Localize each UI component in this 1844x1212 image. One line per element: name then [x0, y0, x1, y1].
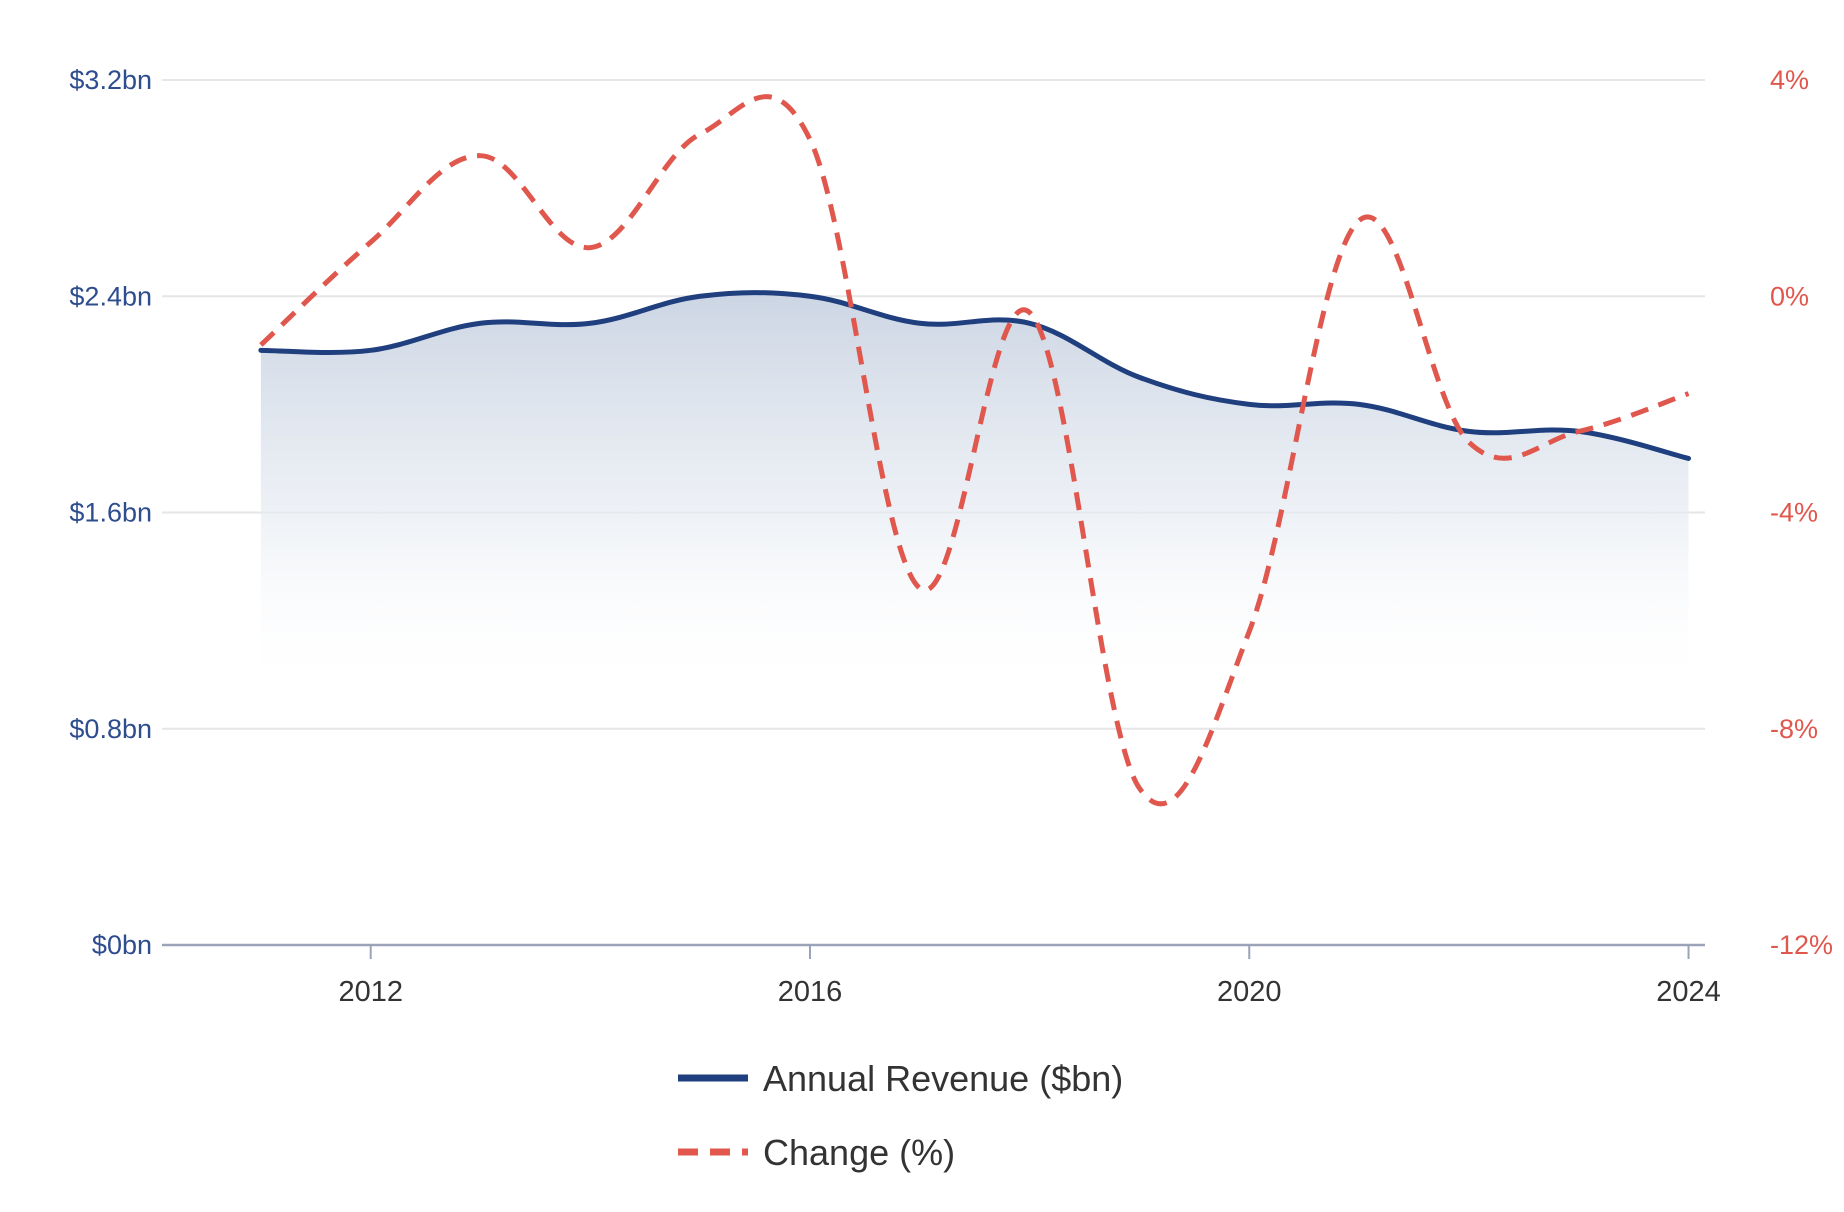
- revenue-point: [807, 293, 813, 299]
- left-axis-tick-label: $3.2bn: [69, 65, 152, 95]
- legend-label: Change (%): [763, 1132, 955, 1173]
- revenue-point: [1466, 428, 1472, 434]
- legend: Annual Revenue ($bn) Change (%): [678, 1058, 1123, 1173]
- change-point: [1466, 439, 1472, 445]
- change-point: [917, 585, 923, 591]
- right-axis-tick-label: -4%: [1770, 498, 1818, 528]
- left-axis-tick-label: $1.6bn: [69, 498, 152, 528]
- revenue-point: [917, 320, 923, 326]
- revenue-point: [1136, 374, 1142, 380]
- change-point: [1136, 785, 1142, 791]
- x-axis: 2012 2016 2020 2024: [338, 945, 1721, 1008]
- revenue-point: [587, 320, 593, 326]
- change-point: [587, 245, 593, 251]
- right-axis-tick-label: 4%: [1770, 65, 1809, 95]
- right-axis-tick-label: 0%: [1770, 281, 1809, 311]
- revenue-point: [1027, 320, 1033, 326]
- x-axis-tick-label: 2016: [778, 976, 843, 1008]
- annual-revenue-line: [258, 290, 1692, 461]
- revenue-point: [478, 320, 484, 326]
- change-point: [1027, 309, 1033, 315]
- legend-label: Annual Revenue ($bn): [763, 1058, 1123, 1099]
- right-axis-tick-label: -12%: [1770, 930, 1833, 960]
- change-point: [1686, 391, 1692, 397]
- x-axis-tick-label: 2012: [338, 976, 403, 1008]
- change-point: [1356, 218, 1362, 224]
- series-lines: [258, 94, 1692, 807]
- x-axis-tick-label: 2020: [1217, 976, 1282, 1008]
- change-point: [1576, 428, 1582, 434]
- change-point: [1246, 628, 1252, 634]
- change-point: [807, 136, 813, 142]
- left-axis-tick-label: $0.8bn: [69, 714, 152, 744]
- left-y-axis: $0bn $0.8bn $1.6bn $2.4bn $3.2bn: [69, 65, 152, 960]
- revenue-point: [368, 347, 374, 353]
- revenue-area: [260, 292, 1689, 694]
- left-axis-tick-label: $0bn: [92, 930, 152, 960]
- revenue-point: [258, 347, 264, 353]
- change-percent-line: [259, 94, 1690, 807]
- x-axis-tick-label: 2024: [1656, 976, 1721, 1008]
- revenue-point: [697, 293, 703, 299]
- left-axis-tick-label: $2.4bn: [69, 281, 152, 311]
- change-point: [478, 153, 484, 159]
- revenue-point: [1686, 455, 1692, 461]
- change-point: [368, 239, 374, 245]
- revenue-area-fill: [260, 292, 1689, 694]
- right-y-axis: -12% -8% -4% 0% 4%: [1770, 65, 1833, 960]
- right-axis-tick-label: -8%: [1770, 714, 1818, 744]
- revenue-point: [1356, 401, 1362, 407]
- change-point: [258, 342, 264, 348]
- revenue-point: [1246, 401, 1252, 407]
- change-point: [697, 131, 703, 137]
